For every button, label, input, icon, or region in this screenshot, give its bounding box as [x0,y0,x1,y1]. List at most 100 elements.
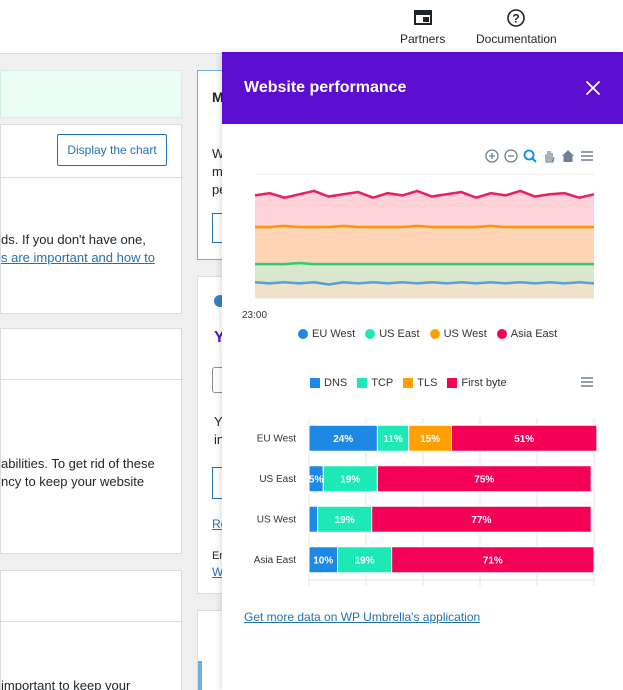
partners-nav[interactable]: Partners [400,8,445,46]
website-performance-panel: Website performance 23:00 EU West [222,52,623,690]
legend-label: Asia East [510,328,558,340]
bar-data-label: 51% [514,434,534,445]
legend-item-first-byte[interactable]: First byte [447,377,507,389]
category-label: US West [257,514,296,525]
svg-text:?: ? [513,12,520,26]
area-line-eu-west [254,280,595,286]
card-2-text-2: ncy to keep your website [1,474,145,489]
card-right-text: in [214,432,225,447]
legend-label: TLS [417,377,438,389]
legend-item-us-east[interactable]: US East [365,328,420,340]
bar-segment-first-byte[interactable] [391,546,595,574]
chart-toolbar [484,148,595,164]
bar-segment-dns[interactable] [308,424,378,452]
bar-data-label: 24% [333,434,353,445]
bar-chart-menu-icon[interactable] [579,374,595,390]
card-1-link[interactable]: s are important and how to [1,250,155,265]
bar-data-label: 10% [313,555,333,566]
close-icon[interactable] [585,80,601,96]
card-right-heading: Y [214,329,225,346]
legend-marker [403,378,414,388]
area-line-us-east [255,261,594,266]
card-right-link[interactable]: W [212,565,224,579]
card-right-text: W [212,146,225,161]
zoom-out-icon[interactable] [503,148,519,164]
area-line-us-west [255,224,594,229]
bar-data-label: 19% [355,555,375,566]
bar-segment-tcp[interactable] [317,505,373,533]
legend-item-tls[interactable]: TLS [403,377,437,389]
bar-data-label: 5% [309,474,324,485]
legend-label: US East [379,328,420,340]
latency-area-chart: 23:00 [242,173,595,321]
zoom-in-icon[interactable] [484,148,500,164]
legend-marker [298,329,308,339]
bar-segment-first-byte[interactable] [376,465,592,493]
background-card-2: abilities. To get rid of these ncy to ke… [0,328,183,554]
card-accent [198,661,202,690]
card-2-text: abilities. To get rid of these [1,456,155,471]
partners-label: Partners [400,32,446,46]
legend-marker [357,378,368,388]
legend-item-tcp[interactable]: TCP [357,377,393,389]
home-reset-icon[interactable] [560,148,576,164]
bar-segment-first-byte[interactable] [451,424,598,452]
bar-segment-tcp[interactable] [322,465,378,493]
bar-chart-legend: DNS TCP TLS First byte [310,377,507,389]
legend-item-us-west[interactable]: US West [429,328,487,340]
legend-marker [365,329,376,339]
legend-item-eu-west[interactable]: EU West [298,328,355,340]
category-label: US East [259,474,296,485]
bar-data-label: 19% [340,474,360,485]
area-fill-eu-west [255,282,594,298]
legend-label: US West [443,328,487,340]
bar-data-label: 15% [420,434,440,445]
legend-label: TCP [371,377,394,389]
bar-data-label: 75% [474,474,494,485]
bar-data-label: 71% [483,555,503,566]
card-right-text: m [212,164,223,179]
card-divider [1,621,183,622]
card-1-text: ds. If you don't have one, [1,232,146,247]
area-line-asia-east [254,189,595,199]
bar-segment-dns[interactable] [308,546,338,574]
panel-header: Website performance [222,52,623,124]
legend-label: DNS [324,377,348,389]
bar-data-label: 19% [335,515,355,526]
menu-icon[interactable] [579,148,595,164]
documentation-nav[interactable]: ? Documentation [476,8,557,46]
bar-segment-tcp[interactable] [376,424,410,452]
legend-marker [310,378,320,388]
bar-segment-dns[interactable] [308,505,319,533]
help-icon: ? [507,9,526,27]
legend-label: EU West [312,328,356,340]
selection-zoom-icon[interactable] [522,148,538,164]
legend-marker [429,329,440,339]
bar-segment-first-byte[interactable] [371,505,592,533]
x-tick-label: 23:00 [242,310,267,321]
bar-data-label: 77% [471,515,491,526]
background-card-3: important to keep your [0,570,183,690]
timing-bar-chart: EU West 24% 11% 15% 51% US East 5% 19% 75% US Wes… [254,418,598,586]
legend-item-asia-east[interactable]: Asia East [496,328,558,340]
card-divider [1,177,183,178]
category-label: Asia East [254,555,296,566]
success-notice [0,70,182,118]
legend-item-dns[interactable]: DNS [310,377,347,389]
card-right-letter: M [212,89,224,105]
bar-data-label: 11% [383,434,403,445]
display-chart-button[interactable]: Display the chart [57,134,167,166]
category-label: EU West [257,433,296,444]
documentation-label: Documentation [476,32,557,46]
legend-label: First byte [461,377,507,389]
bar-segment-tcp[interactable] [337,546,393,574]
partners-icon [413,10,432,25]
legend-marker [447,378,458,388]
pan-hand-icon[interactable] [541,148,557,164]
panel-title: Website performance [244,79,407,96]
more-data-link[interactable]: Get more data on WP Umbrella's applicati… [244,610,481,624]
area-chart-legend: EU West US East US West Asia East [298,328,557,340]
background-card-1: Display the chart ds. If you don't have … [0,124,183,314]
admin-top-bar: Partners ? Documentation [0,0,623,54]
card-divider [1,379,183,380]
